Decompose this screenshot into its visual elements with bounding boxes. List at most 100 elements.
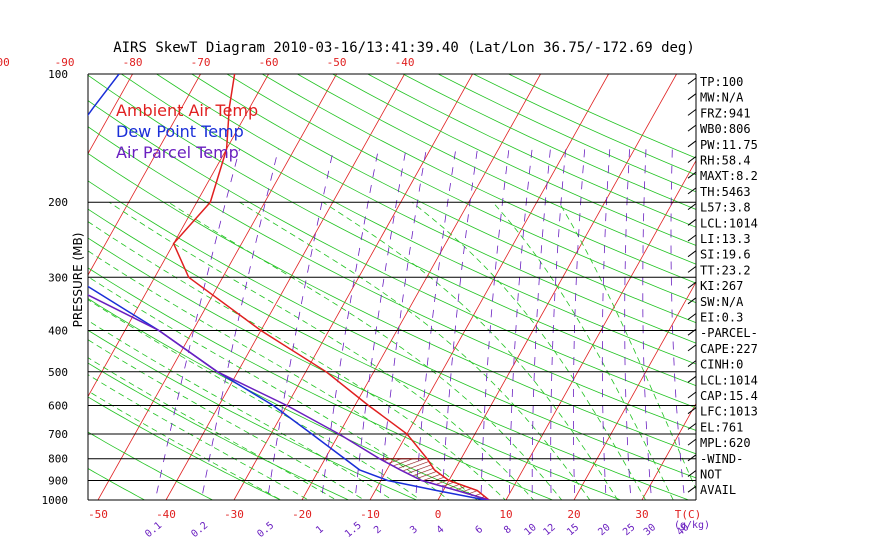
pressure-tick-label: 600 [48, 399, 68, 412]
mixing-ratio-line [550, 148, 567, 500]
index-label: MAXT:8.2 [700, 169, 758, 183]
mixing-ratio-line [531, 148, 551, 500]
index-tick [687, 77, 697, 85]
bottom-temp-tick-label: 10 [499, 508, 512, 521]
mixing-ratio-label: 0.1 [143, 520, 164, 540]
top-temp-tick-label: -70 [191, 56, 211, 69]
isotherm-line [88, 74, 133, 155]
dry-adiabat-line [297, 74, 696, 265]
bottom-temp-unit: T(C) [675, 508, 702, 521]
index-tick [687, 485, 697, 493]
index-tick [687, 422, 697, 430]
moist-adiabat-line [88, 374, 310, 500]
moist-adiabat-line [558, 201, 696, 491]
index-tick [687, 218, 697, 226]
isotherm-line [88, 74, 269, 398]
index-label: SW:N/A [700, 295, 744, 309]
mixing-ratio-label: 25 [621, 522, 637, 538]
index-label: LCL:1014 [700, 216, 758, 230]
dry-adiabat-line [88, 431, 214, 500]
mixing-ratio-label: 3 [408, 524, 420, 536]
pressure-tick-label: 1000 [42, 494, 69, 507]
top-temp-tick-label: -100 [0, 56, 10, 69]
index-label: EL:761 [700, 420, 743, 434]
moist-adiabat-line [239, 201, 591, 500]
dry-adiabat-line [156, 74, 696, 344]
mixing-ratio-label: 0.5 [255, 520, 276, 540]
bottom-temp-tick-label: -10 [360, 508, 380, 521]
index-tick [687, 265, 697, 273]
dry-adiabat-line [88, 237, 622, 500]
bottom-temp-tick-label: -30 [224, 508, 244, 521]
top-temp-tick-label: -90 [55, 56, 75, 69]
index-tick [687, 171, 697, 179]
index-tick [687, 297, 697, 305]
dry-adiabat-line [88, 396, 282, 500]
index-label: MPL:620 [700, 436, 751, 450]
cape-area [379, 458, 490, 500]
mixing-ratio-label: 30 [642, 522, 658, 538]
moist-adiabat-line [108, 201, 535, 500]
pressure-tick-label: 300 [48, 271, 68, 284]
index-tick [687, 344, 697, 352]
dry-adiabat-line [88, 362, 350, 500]
isotherm-line [846, 74, 870, 500]
chart-title: AIRS SkewT Diagram 2010-03-16/13:41:39.4… [113, 40, 695, 56]
pressure-tick-label: 400 [48, 324, 68, 337]
isotherm-line [165, 74, 405, 500]
dry-adiabat-line [332, 74, 696, 246]
mixing-ratio-label: 15 [565, 522, 581, 538]
dry-adiabat-line [191, 74, 696, 324]
dry-adiabat-line [88, 74, 696, 387]
isotherm-line [369, 74, 609, 500]
index-label: PW:11.75 [700, 138, 758, 152]
index-label: TP:100 [700, 75, 743, 89]
moist-adiabat-line [88, 276, 450, 500]
index-label: TT:23.2 [700, 263, 751, 277]
mixing-ratio-line [441, 148, 478, 500]
isotherm-line [505, 159, 696, 500]
index-tick [687, 438, 697, 446]
index-tick [687, 470, 697, 477]
mixing-ratio-line [670, 148, 686, 500]
mixing-ratio-label: 6 [473, 524, 485, 536]
y-axis-label: PRESSURE (MB) [71, 233, 85, 328]
moist-adiabat-line [88, 221, 506, 500]
mixing-ratio-label: 1 [314, 524, 326, 536]
mixing-ratio-line [509, 148, 533, 500]
index-label: TH:5463 [700, 185, 751, 199]
index-tick [687, 140, 697, 148]
index-tick [687, 234, 697, 242]
top-temp-tick-label: -60 [259, 56, 279, 69]
dry-adiabat-line [88, 329, 418, 500]
legend-entry: Ambient Air Temp [116, 101, 258, 120]
mixing-ratio-label: 0.2 [189, 520, 210, 540]
dry-adiabat-line [226, 74, 696, 304]
index-label: L57:3.8 [700, 201, 751, 215]
pressure-tick-label: 200 [48, 196, 68, 209]
index-tick [687, 93, 697, 101]
mixing-ratio-label: 12 [541, 522, 557, 538]
index-tick [687, 250, 697, 258]
isotherm-line [88, 74, 201, 276]
mixing-ratio-label: 8 [502, 524, 514, 536]
index-tick [687, 328, 697, 336]
legend-entry: Air Parcel Temp [116, 143, 239, 162]
dry-adiabat-line [88, 100, 696, 409]
dry-adiabat-line [88, 468, 146, 500]
mixing-ratio-line [266, 148, 334, 500]
mixing-ratio-label: 10 [522, 522, 538, 538]
dry-adiabat-line [402, 74, 696, 210]
moist-adiabat-line [88, 357, 337, 500]
bottom-temp-tick-label: 20 [567, 508, 580, 521]
top-temp-tick-label: -50 [327, 56, 347, 69]
index-tick [687, 360, 697, 368]
moist-adiabat-line [322, 201, 619, 500]
dry-adiabat-line [88, 208, 690, 500]
isotherm-line [778, 74, 870, 500]
mixing-ratio-line [573, 148, 586, 500]
bottom-temp-tick-label: -40 [156, 508, 176, 521]
index-tick [687, 454, 697, 462]
top-temp-tick-label: -80 [123, 56, 143, 69]
pressure-tick-label: 900 [48, 475, 68, 488]
